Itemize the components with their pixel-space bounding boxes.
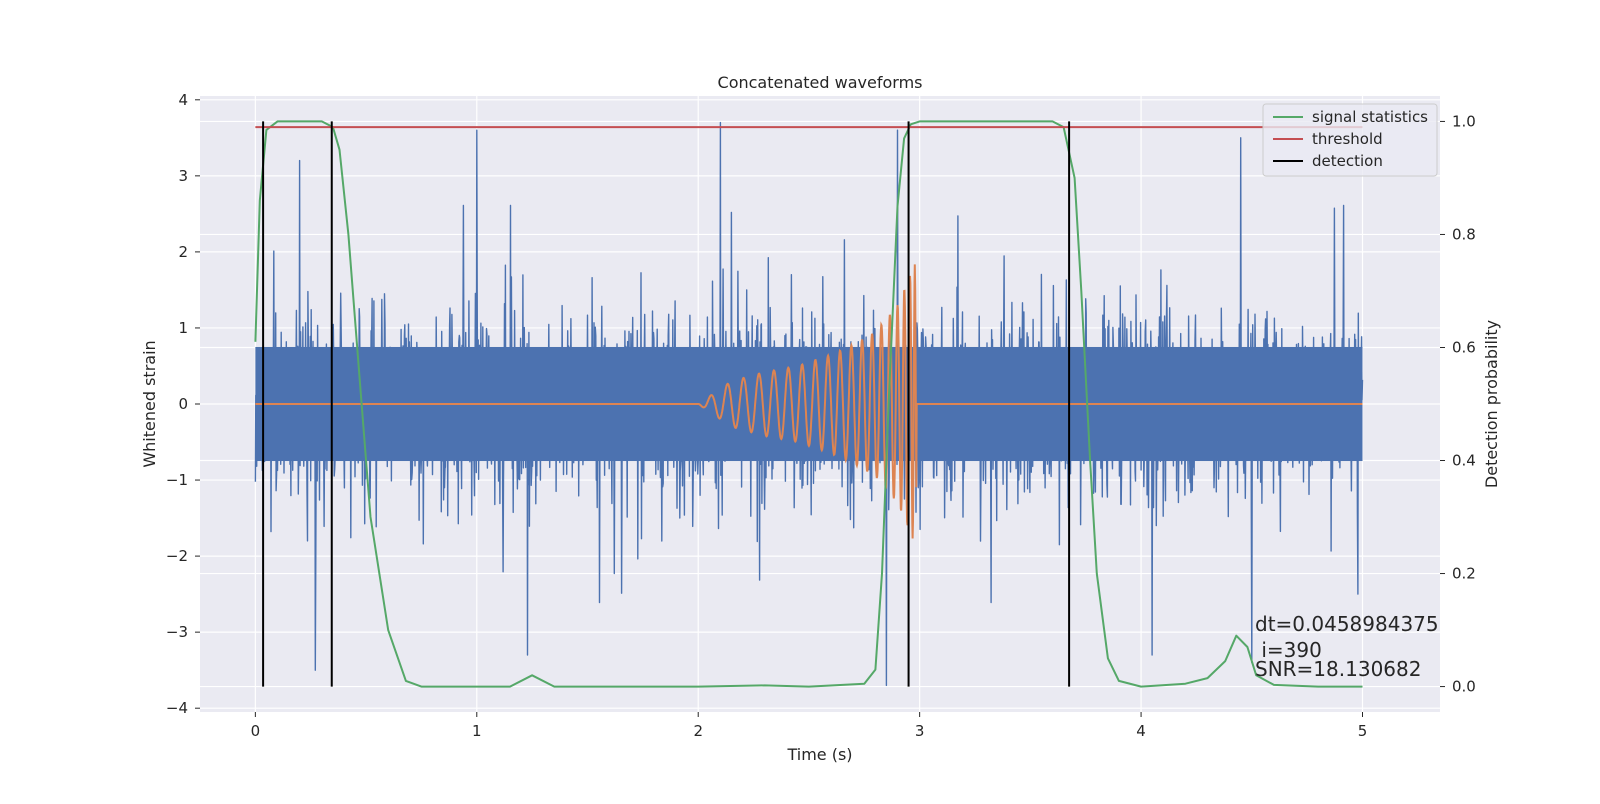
x-tick-label: 5 <box>1358 722 1368 740</box>
x-tick-label: 4 <box>1136 722 1146 740</box>
right-tick-label: 0.4 <box>1452 452 1476 470</box>
right-tick-label: 0.8 <box>1452 225 1476 243</box>
left-tick-label: 1 <box>178 319 188 337</box>
legend: signal statistics threshold detection <box>1262 103 1438 177</box>
legend-label-detection: detection <box>1312 152 1383 170</box>
left-tick-label: −2 <box>166 547 188 565</box>
series-layer <box>254 120 1364 688</box>
annotation-snr: SNR=18.130682 <box>1255 657 1421 681</box>
left-grid <box>200 99 1440 709</box>
x-tick-label: 2 <box>693 722 703 740</box>
x-tick-label: 0 <box>251 722 261 740</box>
legend-frame <box>1262 103 1438 177</box>
x-axis-label: Time (s) <box>786 745 852 764</box>
left-tick-label: 3 <box>178 167 188 185</box>
legend-label-threshold: threshold <box>1312 130 1383 148</box>
right-tick-label: 0.6 <box>1452 338 1476 356</box>
right-tick-label: 0.0 <box>1452 678 1476 696</box>
annotation-index: i=390 <box>1255 638 1322 662</box>
chart-title: Concatenated waveforms <box>718 73 923 92</box>
x-tick-label: 3 <box>915 722 925 740</box>
left-tick-label: −4 <box>166 699 188 717</box>
y-axis-label-left: Whitened strain <box>140 340 159 467</box>
right-tick-label: 1.0 <box>1452 112 1476 130</box>
signal-statistics-line <box>254 120 1363 688</box>
left-tick-label: −3 <box>166 623 188 641</box>
left-tick-label: −1 <box>166 471 188 489</box>
left-tick-label: 0 <box>178 395 188 413</box>
annotation-dt: dt=0.0458984375 <box>1255 612 1439 636</box>
left-tick-label: 4 <box>178 91 188 109</box>
x-tick-label: 1 <box>472 722 482 740</box>
y-axis-label-right: Detection probability <box>1482 320 1501 488</box>
legend-label-signal-statistics: signal statistics <box>1312 108 1428 126</box>
right-tick-label: 0.2 <box>1452 565 1476 583</box>
waveform-line <box>255 264 1363 539</box>
left-tick-label: 2 <box>178 243 188 261</box>
ticks-layer: 4 3 2 1 0 −1 −2 −3 −4 1.0 0.8 0.6 0.4 0.2 0.0 0 1 2 3 4 5 <box>166 91 1476 740</box>
